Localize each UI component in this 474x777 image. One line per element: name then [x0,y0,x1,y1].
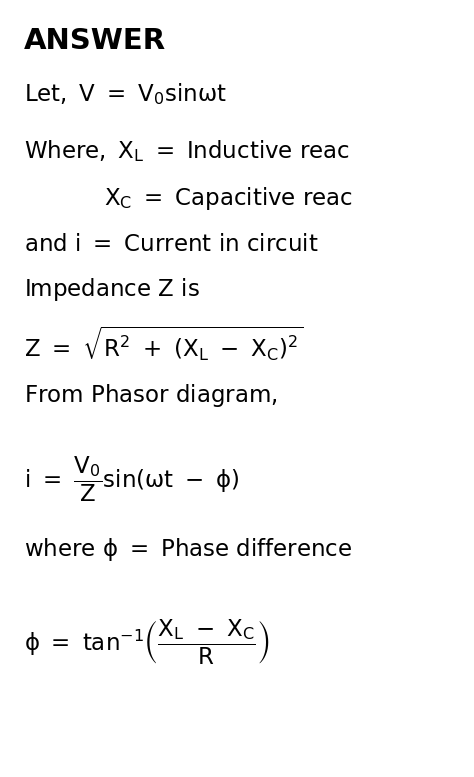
Text: $\mathrm{and\ i\ =\ Current\ in\ circuit}$: $\mathrm{and\ i\ =\ Current\ in\ circuit… [24,233,318,256]
Text: $\mathrm{Z\ =\ \sqrt{R^2\ +\ (X_L\ -\ X_C)^2}}$: $\mathrm{Z\ =\ \sqrt{R^2\ +\ (X_L\ -\ X_… [24,325,303,363]
Text: ANSWER: ANSWER [24,27,166,55]
Text: $\mathrm{Let,\ V\ =\ V_0 sin\omega t}$: $\mathrm{Let,\ V\ =\ V_0 sin\omega t}$ [24,82,226,107]
Text: $\mathrm{X_C\ =\ Capacitive\ reac}$: $\mathrm{X_C\ =\ Capacitive\ reac}$ [104,185,354,212]
Text: $\mathrm{where\ \phi\ =\ Phase\ difference}$: $\mathrm{where\ \phi\ =\ Phase\ differen… [24,536,352,563]
Text: $\mathrm{i\ =\ \dfrac{V_0}{Z}sin(\omega t\ -\ \phi)}$: $\mathrm{i\ =\ \dfrac{V_0}{Z}sin(\omega … [24,455,239,503]
Text: $\mathrm{Impedance\ Z\ is}$: $\mathrm{Impedance\ Z\ is}$ [24,276,200,303]
Text: $\mathrm{\phi\ =\ tan^{-1}\left(\dfrac{X_L\ -\ X_C}{R}\right)}$: $\mathrm{\phi\ =\ tan^{-1}\left(\dfrac{X… [24,618,270,667]
Text: $\mathrm{Where,\ X_L\ =\ Inductive\ reac}$: $\mathrm{Where,\ X_L\ =\ Inductive\ reac… [24,138,350,164]
Text: $\mathrm{From\ Phasor\ diagram,}$: $\mathrm{From\ Phasor\ diagram,}$ [24,382,277,409]
